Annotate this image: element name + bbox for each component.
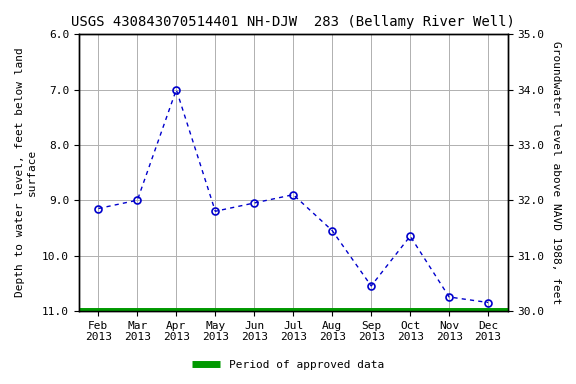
Y-axis label: Groundwater level above NAVD 1988, feet: Groundwater level above NAVD 1988, feet [551,41,561,304]
Period of approved data [504,308,511,313]
Period of approved data [308,308,314,313]
Period of approved data [279,308,286,313]
Period of approved data [494,308,501,313]
Period of approved data [75,308,82,313]
Legend: Period of approved data: Period of approved data [188,356,388,375]
Period of approved data [427,308,434,313]
Period of approved data [282,308,289,313]
Period of approved data [331,308,338,313]
Y-axis label: Depth to water level, feet below land
surface: Depth to water level, feet below land su… [15,48,37,298]
Title: USGS 430843070514401 NH-DJW  283 (Bellamy River Well): USGS 430843070514401 NH-DJW 283 (Bellamy… [71,15,515,29]
